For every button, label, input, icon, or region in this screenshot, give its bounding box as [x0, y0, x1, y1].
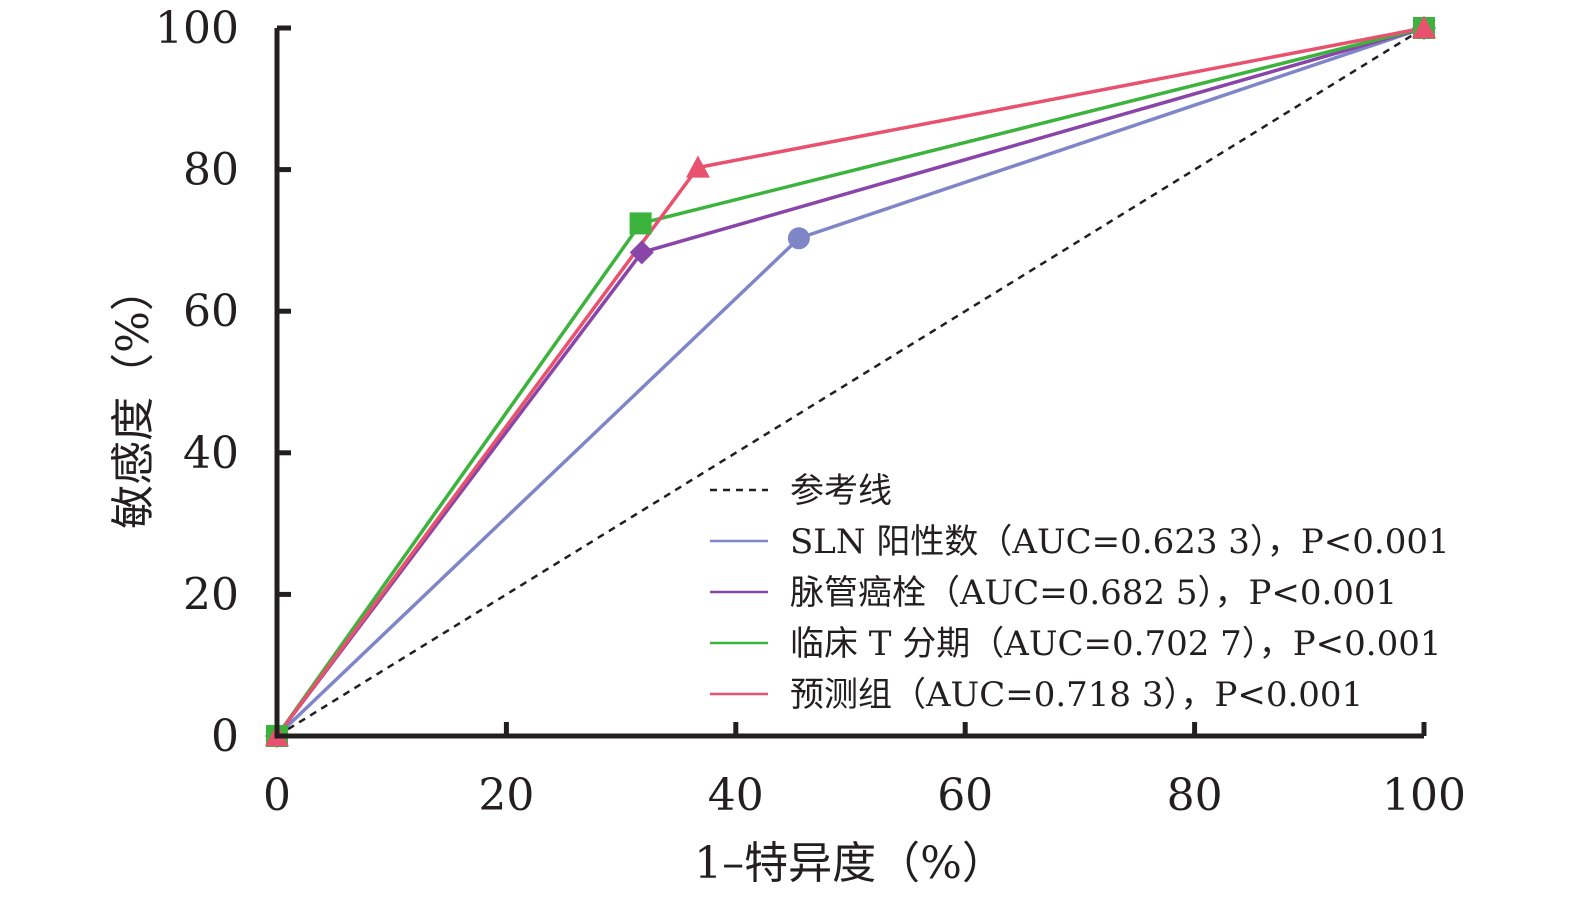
- x-tick-label-60: 60: [937, 770, 993, 821]
- x-tick-label-0: 0: [263, 770, 291, 821]
- y-tick-label-100: 100: [155, 3, 239, 54]
- series-2-point-2: [629, 240, 654, 265]
- legend-label-3: 脉管癌栓（AUC=0.682 5），P<0.001: [790, 573, 1397, 613]
- y-axis-title: 敏感度（%）: [108, 267, 159, 529]
- reference-line: [276, 26, 1425, 738]
- series-layer: [265, 16, 1436, 748]
- x-tick-label-40: 40: [708, 770, 764, 821]
- x-tick-label-80: 80: [1167, 770, 1223, 821]
- legend-label-4: 临床 T 分期（AUC=0.702 7），P<0.001: [790, 624, 1441, 664]
- y-tick-label-0: 0: [211, 711, 239, 762]
- x-tick-label-20: 20: [478, 770, 534, 821]
- legend-label-5: 预测组（AUC=0.718 3），P<0.001: [790, 675, 1363, 715]
- axes-layer: 0 20 40 60 80 100 0 20 40 60 80 100: [155, 3, 1466, 821]
- series-4-point-3: [1412, 16, 1436, 39]
- y-tick-label-80: 80: [183, 145, 239, 196]
- legend-label-2: SLN 阳性数（AUC=0.623 3），P<0.001: [790, 522, 1450, 562]
- series-1-point-2: [787, 227, 810, 250]
- legend: 参考线 SLN 阳性数（AUC=0.623 3），P<0.001 脉管癌栓（AUC=…: [710, 471, 1450, 715]
- legend-label-1: 参考线: [790, 471, 892, 511]
- series-4-point-2: [685, 155, 710, 178]
- y-tick-label-20: 20: [183, 569, 239, 620]
- x-tick-label-100: 100: [1382, 770, 1466, 821]
- x-axis-title: 1–特异度（%）: [694, 838, 1006, 889]
- y-tick-label-60: 60: [183, 286, 239, 337]
- reference-line-layer: [276, 26, 1425, 738]
- series-3-point-2: [629, 212, 652, 235]
- y-tick-label-40: 40: [183, 428, 239, 479]
